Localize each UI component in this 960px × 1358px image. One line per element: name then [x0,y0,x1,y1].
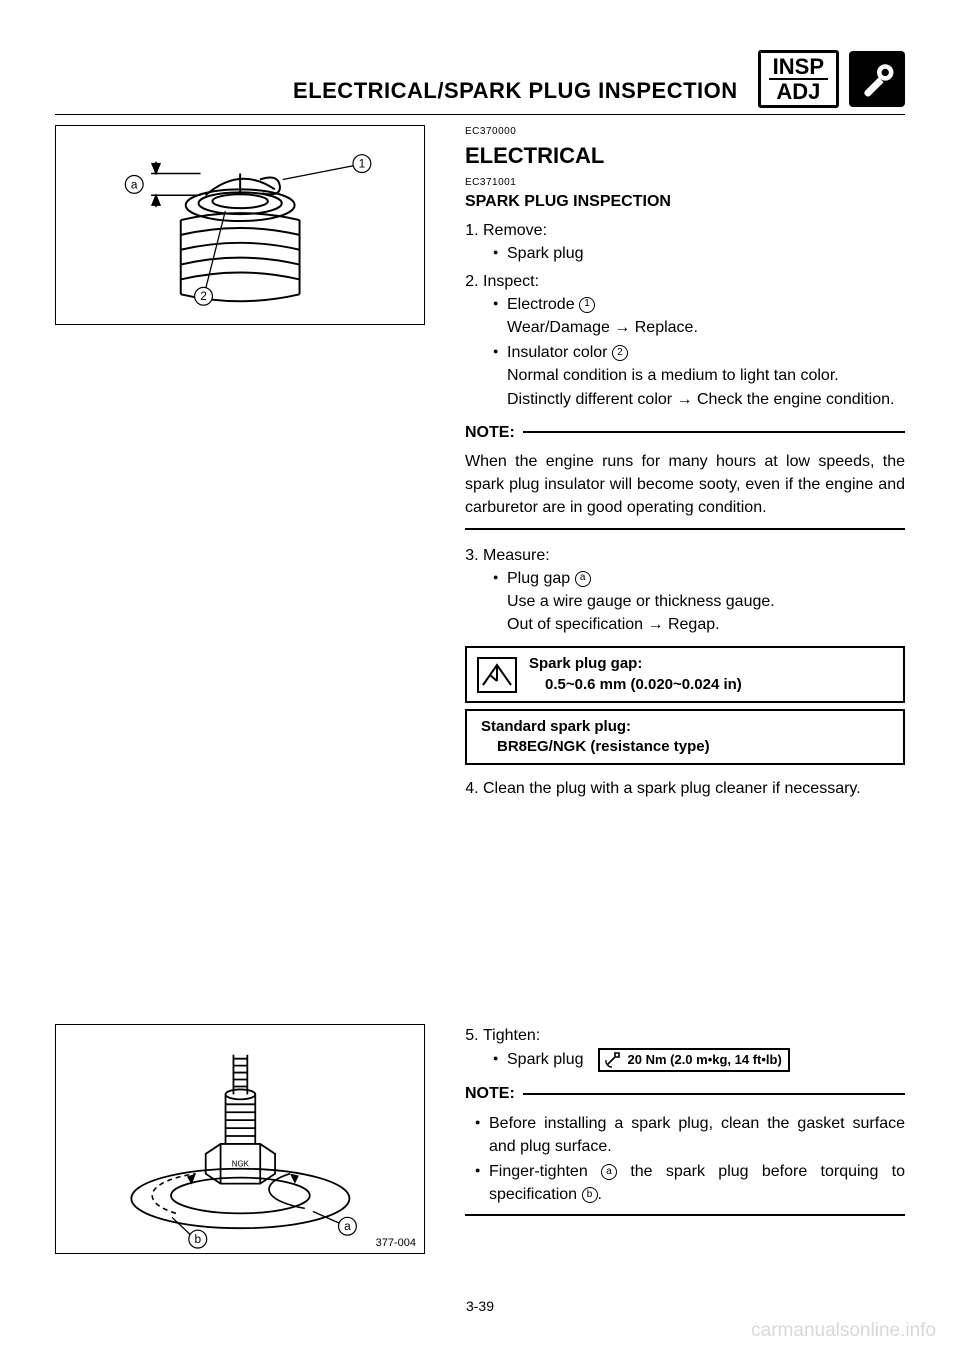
spec-plug-value: BR8EG/NGK (resistance type) [481,737,710,757]
svg-text:2: 2 [200,289,207,303]
circle-2: 2 [612,345,628,361]
left-column: a 1 2 [55,125,435,804]
note-2-label: NOTE: [465,1082,515,1105]
note-2-header: NOTE: [465,1082,905,1105]
procedure-step-5: Tighten: Spark plug 20 Nm (2.0 m•kg, 14 … [465,1024,905,1072]
svg-text:NGK: NGK [231,1160,249,1169]
note-2-rule [523,1093,905,1095]
step-5-item: Spark plug 20 Nm (2.0 m•kg, 14 ft•lb) [493,1048,905,1073]
figure-2-code: 377-004 [376,1237,416,1249]
note-2-b2-c: . [598,1186,602,1203]
insp-adj-box: INSP ADJ [758,50,839,108]
step-3-item-1a: Plug gap [507,570,575,587]
step-3-item-1c: Out of specification → Regap. [507,613,905,636]
circle-b: b [582,1187,598,1203]
manual-page: ELECTRICAL/SPARK PLUG INSPECTION INSP AD… [0,0,960,1358]
procedure-step-3: Measure: Plug gap a Use a wire gauge or … [465,544,905,637]
header-box-top: INSP [769,55,828,80]
note-2-bullet-1: Before installing a spark plug, clean th… [475,1112,905,1158]
note-2-b2-a: Finger-tighten [489,1163,601,1180]
figure-spark-plug-torque: NGK a b 377-004 [55,1024,425,1254]
header-box-bottom: ADJ [769,80,828,103]
header-rule [55,114,905,115]
page-number: 3-39 [0,1298,960,1314]
step-1: Remove: Spark plug [483,219,905,265]
torque-icon [604,1051,622,1069]
main-columns: a 1 2 EC370000 ELECTRICAL EC371001 SPARK… [55,125,905,804]
right-column-2: Tighten: Spark plug 20 Nm (2.0 m•kg, 14 … [465,1024,905,1254]
step-2-item-1b: Wear/Damage → Replace. [507,316,905,339]
spec-box-gap: Spark plug gap: 0.5~0.6 mm (0.020~0.024 … [465,646,905,703]
note-1-header: NOTE: [465,421,905,444]
step-5: Tighten: Spark plug 20 Nm (2.0 m•kg, 14 … [483,1024,905,1072]
watermark: carmanualsonline.info [751,1320,936,1342]
section-code-1: EC370000 [465,125,905,140]
step-4: Clean the plug with a spark plug cleaner… [483,777,905,800]
procedure-steps-1-2: Remove: Spark plug Inspect: Electrode 1 … [465,219,905,411]
note-2-bullet-2: Finger-tighten a the spark plug before t… [475,1160,905,1206]
step-2-item-2c: Distinctly different color → Check the e… [507,388,905,411]
spec-gap-title: Spark plug gap: [529,654,742,674]
left-column-2: NGK a b 377-004 [55,1024,435,1254]
step-1-item-1: Spark plug [493,242,905,265]
step-2-item-2b: Normal condition is a medium to light ta… [507,364,905,387]
torque-spec-box: 20 Nm (2.0 m•kg, 14 ft•lb) [598,1048,790,1073]
note-1-rule [523,431,905,433]
spec-gap-value: 0.5~0.6 mm (0.020~0.024 in) [529,675,742,695]
step-2-item-2a: Insulator color [507,344,612,361]
right-column: EC370000 ELECTRICAL EC371001 SPARK PLUG … [465,125,905,804]
page-title: ELECTRICAL/SPARK PLUG INSPECTION [55,78,748,108]
circle-1: 1 [579,297,595,313]
circle-a: a [575,571,591,587]
spec-gap-text: Spark plug gap: 0.5~0.6 mm (0.020~0.024 … [529,654,742,695]
svg-text:a: a [344,1220,351,1234]
step-3-item-1: Plug gap a Use a wire gauge or thickness… [493,567,905,637]
svg-text:a: a [131,178,138,192]
step-3-label: Measure: [483,547,550,564]
note-1-label: NOTE: [465,421,515,444]
torque-value: 20 Nm (2.0 m•kg, 14 ft•lb) [628,1051,782,1070]
step-2-item-2: Insulator color 2 Normal condition is a … [493,341,905,411]
step-2-item-1: Electrode 1 Wear/Damage → Replace. [493,293,905,339]
svg-text:1: 1 [358,157,365,171]
step-3-item-1b: Use a wire gauge or thickness gauge. [507,590,905,613]
page-header: ELECTRICAL/SPARK PLUG INSPECTION INSP AD… [55,50,905,108]
note-1-body: When the engine runs for many hours at l… [465,450,905,520]
note-1-end-rule [465,528,905,530]
svg-text:b: b [194,1233,201,1247]
figure-spark-plug-tip: a 1 2 [55,125,425,325]
wrench-eye-icon [849,51,905,107]
note-2-end-rule [465,1214,905,1216]
spec-plug-title: Standard spark plug: [481,717,710,737]
spec-plug-text: Standard spark plug: BR8EG/NGK (resistan… [481,717,710,758]
step-2-label: Inspect: [483,273,539,290]
gauge-icon [477,657,517,693]
lower-columns: NGK a b 377-004 [55,1024,905,1254]
step-3: Measure: Plug gap a Use a wire gauge or … [483,544,905,637]
step-1-label: Remove: [483,222,547,239]
procedure-step-4: Clean the plug with a spark plug cleaner… [465,777,905,800]
step-2: Inspect: Electrode 1 Wear/Damage → Repla… [483,270,905,411]
circle-a-2: a [601,1164,617,1180]
step-2-item-1a: Electrode [507,296,579,313]
step-5-label: Tighten: [483,1027,540,1044]
spec-box-plug: Standard spark plug: BR8EG/NGK (resistan… [465,709,905,766]
section-title-spark-plug: SPARK PLUG INSPECTION [465,190,905,213]
section-title-electrical: ELECTRICAL [465,140,905,172]
step-5-item-text: Spark plug [507,1048,584,1071]
section-code-2: EC371001 [465,176,905,191]
